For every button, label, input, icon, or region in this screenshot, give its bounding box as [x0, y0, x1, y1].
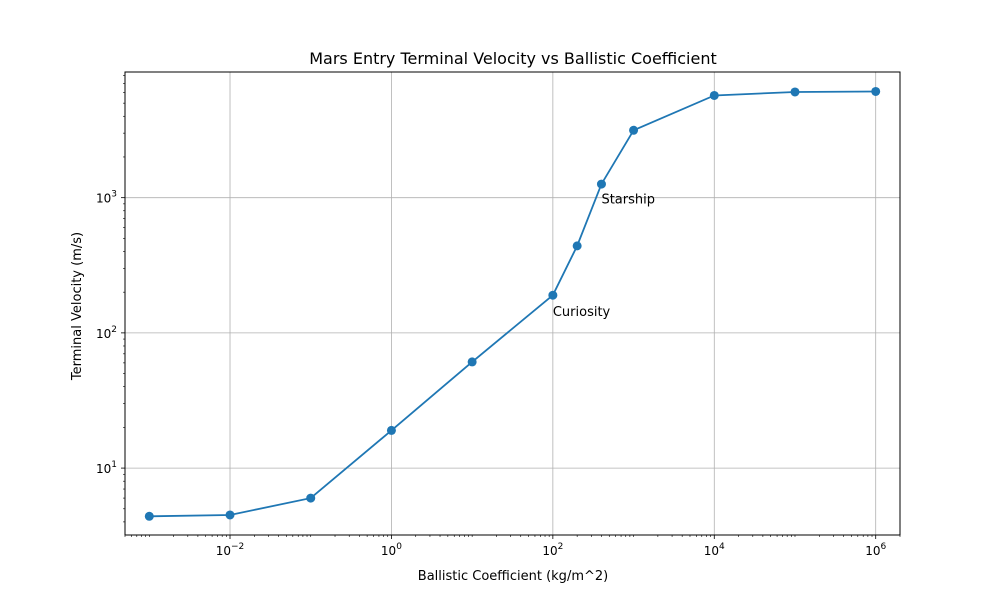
- y-tick-label: 101: [96, 460, 117, 476]
- data-series: [144, 86, 881, 521]
- annotations: Curiosity Starship: [553, 193, 655, 321]
- data-point: [629, 125, 639, 135]
- data-point: [225, 510, 235, 520]
- data-point: [386, 425, 396, 435]
- data-point: [709, 90, 719, 100]
- data-point: [871, 86, 881, 96]
- annotation-label: Starship: [601, 193, 655, 208]
- y-tick-label: 103: [96, 190, 117, 206]
- data-point: [596, 179, 606, 189]
- data-point: [548, 290, 558, 300]
- x-tick-label: 102: [542, 542, 563, 558]
- chart-title: Mars Entry Terminal Velocity vs Ballisti…: [309, 49, 717, 68]
- x-tick-label: 100: [381, 542, 402, 558]
- x-tick-label: 10−2: [216, 542, 245, 558]
- annotation-label: Curiosity: [553, 305, 611, 320]
- data-point: [144, 511, 154, 521]
- data-point: [790, 87, 800, 97]
- x-tick-label: 106: [865, 542, 886, 558]
- data-point: [306, 493, 316, 503]
- grid-lines: [125, 72, 900, 535]
- data-point: [467, 357, 477, 367]
- y-tick-label: 102: [96, 325, 117, 341]
- series-line: [149, 90, 876, 518]
- axis-ticks: 10−2 100 102 104 106 101 102 103: [96, 75, 901, 558]
- y-axis-label: Terminal Velocity (m/s): [70, 232, 85, 381]
- data-point: [572, 241, 582, 251]
- x-axis-label: Ballistic Coefficient (kg/m^2): [418, 569, 608, 584]
- x-tick-label: 104: [704, 542, 725, 558]
- plot-frame: [124, 71, 901, 536]
